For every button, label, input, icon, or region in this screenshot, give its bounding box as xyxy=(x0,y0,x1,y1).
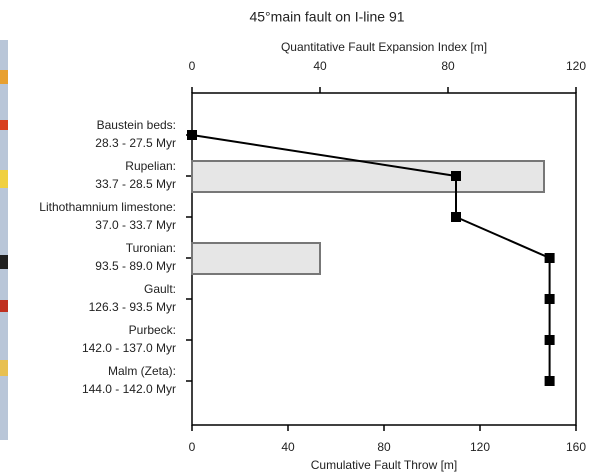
y-tick-label: 126.3 - 93.5 Myr xyxy=(89,300,176,314)
y-tick-label: 33.7 - 28.5 Myr xyxy=(95,177,176,191)
point xyxy=(545,376,555,386)
x2-tick-label: 80 xyxy=(441,59,455,73)
y-tick-label: Gault: xyxy=(144,282,176,296)
y-tick-label: 142.0 - 137.0 Myr xyxy=(82,341,176,355)
bar xyxy=(192,161,544,192)
seismic-strip xyxy=(0,40,8,440)
y-tick-label: 37.0 - 33.7 Myr xyxy=(95,218,176,232)
x-tick-label: 40 xyxy=(281,440,295,454)
y-tick-label: Rupelian: xyxy=(125,159,176,173)
y-tick-label: 28.3 - 27.5 Myr xyxy=(95,136,176,150)
point xyxy=(545,335,555,345)
y-tick-label: 144.0 - 142.0 Myr xyxy=(82,382,176,396)
point xyxy=(451,171,461,181)
y-tick-label: 93.5 - 89.0 Myr xyxy=(95,259,176,273)
y-tick-label: Lithothamnium limestone: xyxy=(39,200,176,214)
x2-axis-title: Quantitative Fault Expansion Index [m] xyxy=(281,40,487,54)
y-tick-label: Turonian: xyxy=(126,241,176,255)
point xyxy=(545,253,555,263)
chart: 45°main fault on I-line 91 Quantitative … xyxy=(0,0,600,475)
x-tick-label: 80 xyxy=(377,440,391,454)
chart-title: 45°main fault on I-line 91 xyxy=(249,9,404,25)
point xyxy=(187,130,197,140)
x-tick-label: 120 xyxy=(470,440,490,454)
x2-tick-label: 120 xyxy=(566,59,586,73)
y-tick-label: Purbeck: xyxy=(129,323,176,337)
x-tick-label: 0 xyxy=(189,440,196,454)
y-tick-label: Baustein beds: xyxy=(97,118,176,132)
x2-tick-label: 0 xyxy=(189,59,196,73)
point xyxy=(451,212,461,222)
bar xyxy=(192,243,320,274)
x-axis-title: Cumulative Fault Throw [m] xyxy=(311,458,458,472)
point xyxy=(545,294,555,304)
x2-tick-label: 40 xyxy=(313,59,327,73)
x-tick-label: 160 xyxy=(566,440,586,454)
y-tick-label: Malm (Zeta): xyxy=(108,364,176,378)
